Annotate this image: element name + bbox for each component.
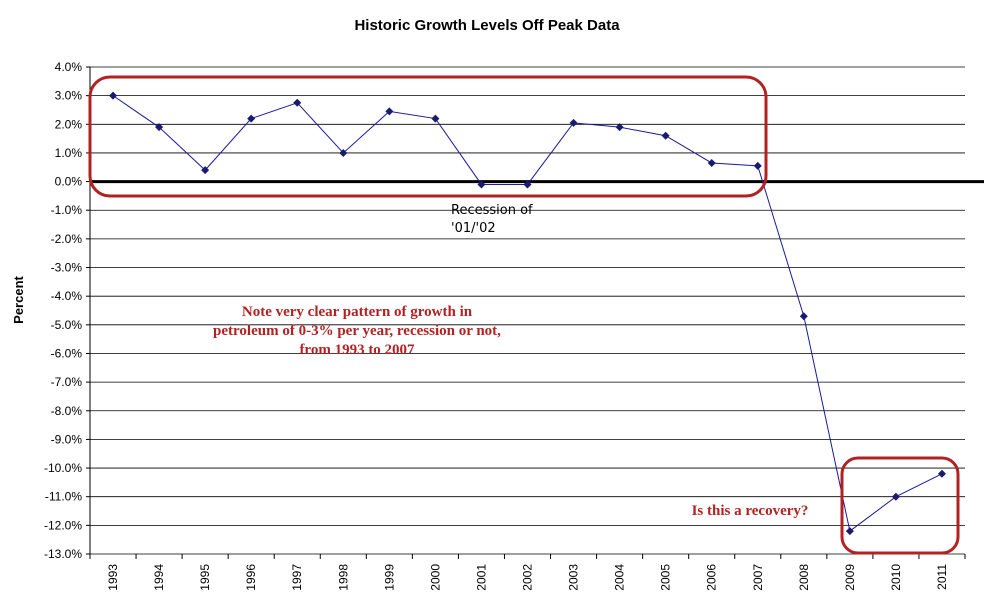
data-point-marker xyxy=(109,91,118,100)
y-tick-label: -5.0% xyxy=(51,318,83,332)
data-point-marker xyxy=(201,166,210,175)
x-tick-label: 1993 xyxy=(106,564,120,591)
y-tick-label: -12.0% xyxy=(44,518,82,532)
data-point-marker xyxy=(891,492,900,501)
data-point-marker xyxy=(293,98,302,107)
data-point-marker xyxy=(247,114,256,123)
y-tick-label: -3.0% xyxy=(51,261,83,275)
data-point-marker xyxy=(477,180,486,189)
x-tick-label: 2011 xyxy=(935,564,949,590)
data-point-marker xyxy=(339,148,348,157)
recovery-note: Is this a recovery? xyxy=(692,503,809,519)
data-point-marker xyxy=(753,161,762,170)
y-tick-label: 3.0% xyxy=(55,89,83,103)
data-point-marker xyxy=(937,469,946,478)
y-tick-labels: 4.0% 3.0% 2.0% 1.0% 0.0% -1.0% -2.0% -3.0% -4.0%… xyxy=(44,60,82,561)
pattern-note-line3: from 1993 to 2007 xyxy=(299,342,415,358)
gridlines xyxy=(86,66,965,555)
x-tick-label: 1999 xyxy=(382,564,396,591)
x-tick-label: 2000 xyxy=(428,564,442,591)
x-tick-label: 2001 xyxy=(474,564,488,591)
x-tick-label: 2006 xyxy=(705,564,719,591)
y-tick-label: 4.0% xyxy=(55,60,83,74)
x-tick-label: 2008 xyxy=(797,564,811,591)
y-tick-label: -10.0% xyxy=(44,461,82,475)
x-tick-label: 2010 xyxy=(889,564,903,591)
y-axis-label: Percent xyxy=(11,275,26,323)
x-tick-label: 2005 xyxy=(659,564,673,591)
data-markers xyxy=(109,91,946,536)
y-tick-label: -2.0% xyxy=(51,232,83,246)
x-tick-label: 2002 xyxy=(521,564,535,591)
x-tick-label: 2007 xyxy=(751,564,765,591)
data-point-marker xyxy=(385,107,394,116)
y-tick-label: 1.0% xyxy=(55,146,83,160)
data-point-marker xyxy=(799,312,808,321)
highlight-box-2009-2011 xyxy=(840,456,960,555)
y-tick-label: 2.0% xyxy=(55,117,83,131)
y-tick-label: -6.0% xyxy=(51,346,83,360)
data-point-marker xyxy=(707,158,716,167)
data-point-marker xyxy=(661,131,670,140)
y-tick-label: -7.0% xyxy=(51,375,83,389)
data-point-marker xyxy=(615,123,624,132)
data-point-marker xyxy=(845,527,854,536)
series-line xyxy=(112,95,943,532)
y-tick-label: -8.0% xyxy=(51,404,83,418)
recession-annotation-line2: '01/'02 xyxy=(451,221,496,236)
data-point-marker xyxy=(523,180,532,189)
x-tick-label: 2004 xyxy=(613,564,627,591)
y-tick-label: -9.0% xyxy=(51,432,83,446)
x-tick-label: 1996 xyxy=(244,564,258,591)
x-tick-label: 1994 xyxy=(152,564,166,591)
x-tick-label: 1995 xyxy=(198,564,212,591)
y-tick-label: -4.0% xyxy=(51,289,83,303)
x-tick-label: 2003 xyxy=(567,564,581,591)
x-tick-label: 1997 xyxy=(290,564,304,591)
pattern-note-line2: petroleum of 0-3% per year, recession or… xyxy=(213,323,501,339)
data-point-marker xyxy=(569,118,578,127)
data-point-marker xyxy=(155,123,164,132)
x-tick-label: 1998 xyxy=(336,564,350,591)
y-tick-label: -11.0% xyxy=(45,490,82,504)
y-tick-label: 0.0% xyxy=(55,175,83,189)
y-tick-label: -13.0% xyxy=(44,547,82,561)
chart-title: Historic Growth Levels Off Peak Data xyxy=(354,17,620,34)
data-point-marker xyxy=(431,114,440,123)
highlight-box-1993-2007 xyxy=(88,75,768,198)
x-tick-labels: 1993 1994 1995 1996 1997 1998 1999 2000 2001 2002… xyxy=(89,554,966,591)
recession-annotation-line1: Recession of xyxy=(451,203,533,218)
x-tick-label: 2009 xyxy=(843,564,857,591)
pattern-note-line1: Note very clear pattern of growth in xyxy=(242,304,473,320)
y-tick-label: -1.0% xyxy=(51,203,83,217)
